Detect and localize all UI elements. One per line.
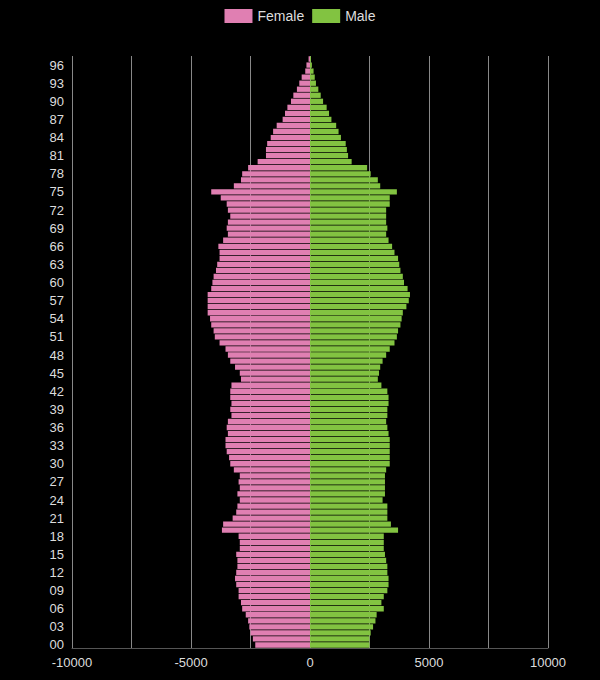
svg-text:-5000: -5000 <box>174 655 207 670</box>
svg-text:96: 96 <box>50 58 64 73</box>
svg-text:5000: 5000 <box>415 655 444 670</box>
svg-text:18: 18 <box>50 529 64 544</box>
svg-text:63: 63 <box>50 257 64 272</box>
svg-text:72: 72 <box>50 203 64 218</box>
svg-text:03: 03 <box>50 619 64 634</box>
svg-text:84: 84 <box>50 130 64 145</box>
svg-text:90: 90 <box>50 94 64 109</box>
svg-text:81: 81 <box>50 148 64 163</box>
svg-text:75: 75 <box>50 184 64 199</box>
svg-text:66: 66 <box>50 239 64 254</box>
svg-text:21: 21 <box>50 511 64 526</box>
svg-text:36: 36 <box>50 420 64 435</box>
svg-text:93: 93 <box>50 76 64 91</box>
svg-text:Male: Male <box>345 8 376 24</box>
svg-text:27: 27 <box>50 474 64 489</box>
svg-text:0: 0 <box>306 655 313 670</box>
svg-text:09: 09 <box>50 583 64 598</box>
svg-text:12: 12 <box>50 565 64 580</box>
svg-text:48: 48 <box>50 348 64 363</box>
svg-text:Female: Female <box>257 8 304 24</box>
svg-text:78: 78 <box>50 166 64 181</box>
svg-text:45: 45 <box>50 366 64 381</box>
svg-text:33: 33 <box>50 438 64 453</box>
svg-text:10000: 10000 <box>530 655 566 670</box>
svg-text:30: 30 <box>50 456 64 471</box>
svg-text:06: 06 <box>50 601 64 616</box>
svg-text:57: 57 <box>50 293 64 308</box>
svg-text:69: 69 <box>50 221 64 236</box>
svg-text:15: 15 <box>50 547 64 562</box>
svg-text:51: 51 <box>50 329 64 344</box>
svg-text:-10000: -10000 <box>52 655 92 670</box>
svg-text:00: 00 <box>50 637 64 652</box>
svg-text:54: 54 <box>50 311 64 326</box>
svg-text:24: 24 <box>50 493 64 508</box>
svg-text:42: 42 <box>50 384 64 399</box>
svg-text:60: 60 <box>50 275 64 290</box>
svg-text:39: 39 <box>50 402 64 417</box>
svg-text:87: 87 <box>50 112 64 127</box>
